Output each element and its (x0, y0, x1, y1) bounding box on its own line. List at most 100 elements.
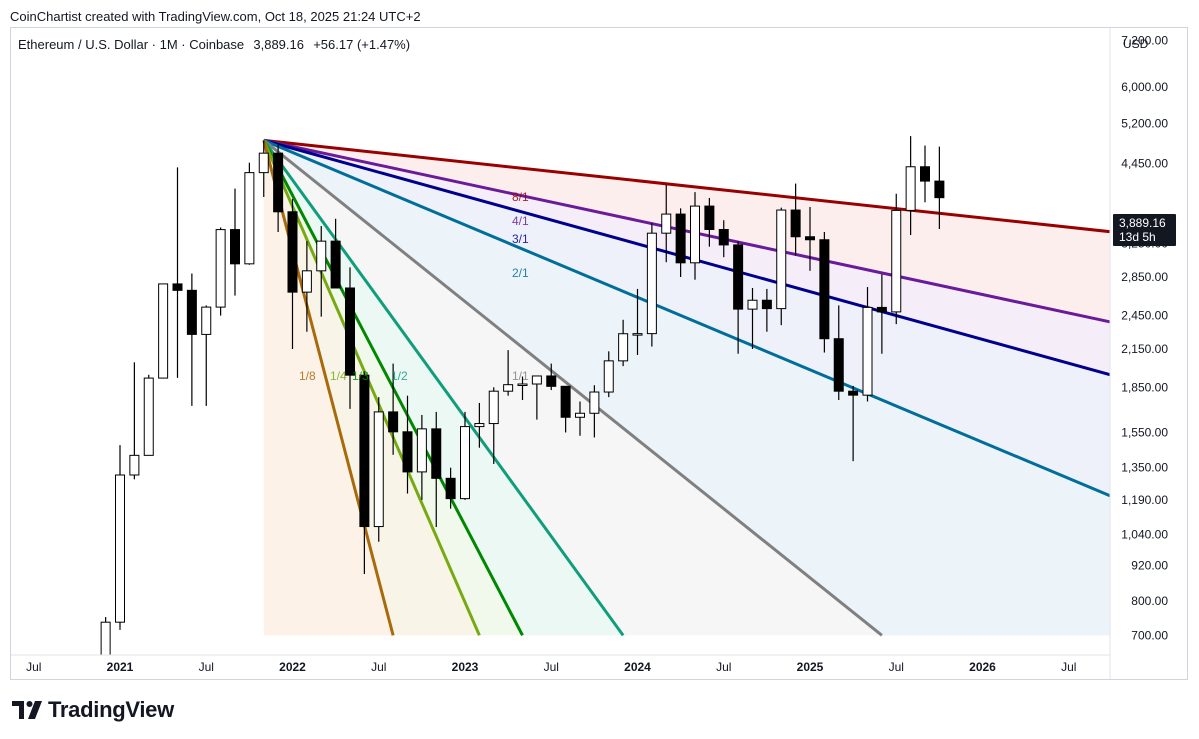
candle[interactable] (474, 402, 485, 448)
symbol-name: Ethereum / U.S. Dollar · 1M · Coinbase (18, 37, 245, 52)
candle[interactable] (445, 467, 456, 509)
candle[interactable] (575, 401, 585, 436)
candle[interactable] (805, 206, 815, 271)
candle[interactable] (460, 411, 470, 500)
candle[interactable] (690, 192, 700, 280)
candle-body-up (503, 384, 514, 392)
candle[interactable] (546, 363, 557, 391)
price-tick-label: 2,150.00 (1121, 342, 1168, 356)
gann-line-4-1[interactable] (263, 138, 1141, 328)
candle[interactable] (373, 397, 384, 542)
candle[interactable] (920, 145, 930, 203)
price-tick-label: 2,850.00 (1121, 270, 1168, 284)
candle-body-up (100, 621, 111, 655)
price-axis[interactable]: USD 7,200.006,000.005,200.004,450.003,25… (1109, 28, 1168, 679)
candle[interactable] (186, 273, 197, 406)
candle-body-up (661, 213, 672, 234)
candle[interactable] (345, 267, 355, 409)
candle-body-up (143, 377, 154, 456)
candle[interactable] (517, 376, 528, 401)
time-tick-label: 2022 (279, 660, 306, 674)
time-axis[interactable]: Jul 2021 Jul 2022 Jul 2023 Jul 2024 Jul 2025 Jul 20… (11, 654, 1110, 674)
candle[interactable] (603, 351, 614, 398)
candle[interactable] (115, 445, 125, 630)
candle[interactable] (273, 145, 284, 232)
time-tick-label: 2024 (624, 660, 651, 674)
gann-fan-band (263, 140, 1110, 636)
candle[interactable] (172, 167, 183, 378)
candle[interactable] (790, 183, 801, 256)
candle-body-down (934, 180, 945, 199)
candle[interactable] (891, 193, 902, 325)
brand-name: TradingView (48, 697, 174, 722)
candle-body-up (646, 232, 657, 335)
candle[interactable] (761, 288, 772, 332)
candle-body-down (704, 205, 715, 231)
gann-line-1-8[interactable] (262, 139, 395, 636)
time-tick-label: Jul (26, 660, 41, 674)
candle[interactable] (589, 385, 600, 438)
candle[interactable] (230, 188, 240, 296)
candle[interactable] (402, 395, 413, 494)
candle[interactable] (531, 375, 542, 420)
gann-line-8-1[interactable] (263, 138, 1141, 235)
candle[interactable] (100, 617, 111, 675)
candle[interactable] (416, 414, 427, 500)
candle-body-up (776, 209, 787, 310)
candle[interactable] (646, 223, 657, 347)
candle[interactable] (201, 305, 212, 406)
candle-body-up (747, 299, 758, 310)
price-tick-label: 5,200.00 (1121, 117, 1168, 131)
candle-body-up (244, 172, 255, 265)
candle[interactable] (244, 162, 255, 265)
candle[interactable] (503, 350, 514, 396)
candle[interactable] (848, 385, 859, 462)
gann-line-3-1[interactable] (263, 138, 1141, 383)
candle-body-up (373, 411, 384, 528)
time-tick-label: 2021 (107, 660, 134, 674)
candle-body-down (172, 283, 183, 291)
candle[interactable] (431, 411, 442, 528)
time-tick-label: Jul (371, 660, 386, 674)
tradingview-brand[interactable]: TradingView (12, 697, 174, 723)
candle[interactable] (675, 208, 686, 278)
candle[interactable] (632, 288, 643, 355)
candle[interactable] (618, 319, 629, 367)
candle[interactable] (876, 274, 887, 354)
gann-line-1-4[interactable] (262, 139, 481, 636)
candle[interactable] (560, 385, 571, 433)
gann-line-1-1[interactable] (262, 139, 883, 637)
candle[interactable] (258, 140, 269, 197)
price-tick-label: 1,850.00 (1121, 380, 1168, 394)
gann-line-1-2[interactable] (262, 139, 625, 637)
candle[interactable] (359, 371, 370, 575)
candle[interactable] (215, 227, 226, 316)
gann-line-2-1[interactable] (263, 138, 1141, 508)
candle[interactable] (488, 387, 499, 464)
price-tick-label: 920.00 (1131, 559, 1168, 573)
candle[interactable] (747, 287, 758, 349)
candle[interactable] (833, 305, 844, 401)
candle-body-down (876, 306, 887, 313)
candle[interactable] (301, 241, 312, 332)
candle[interactable] (661, 184, 672, 263)
candle[interactable] (718, 220, 729, 258)
candle[interactable] (143, 374, 154, 456)
candle[interactable] (733, 241, 744, 354)
candle[interactable] (704, 197, 715, 247)
candle[interactable] (158, 283, 169, 379)
candle[interactable] (316, 226, 327, 317)
candle[interactable] (287, 198, 298, 349)
candle[interactable] (388, 363, 399, 455)
candle[interactable] (934, 146, 945, 229)
gann-fan-labels: 8/1 4/1 3/1 2/1 1/1 1/2 1/3 1/4 1/8 (299, 190, 529, 383)
candle[interactable] (862, 287, 873, 402)
candle[interactable] (129, 362, 140, 480)
candle[interactable] (330, 218, 341, 289)
price-tick-label: 1,550.00 (1121, 425, 1168, 439)
candle[interactable] (819, 231, 830, 353)
candle[interactable] (905, 136, 916, 235)
candle[interactable] (776, 207, 787, 326)
gann-fan-fills (263, 140, 1110, 636)
